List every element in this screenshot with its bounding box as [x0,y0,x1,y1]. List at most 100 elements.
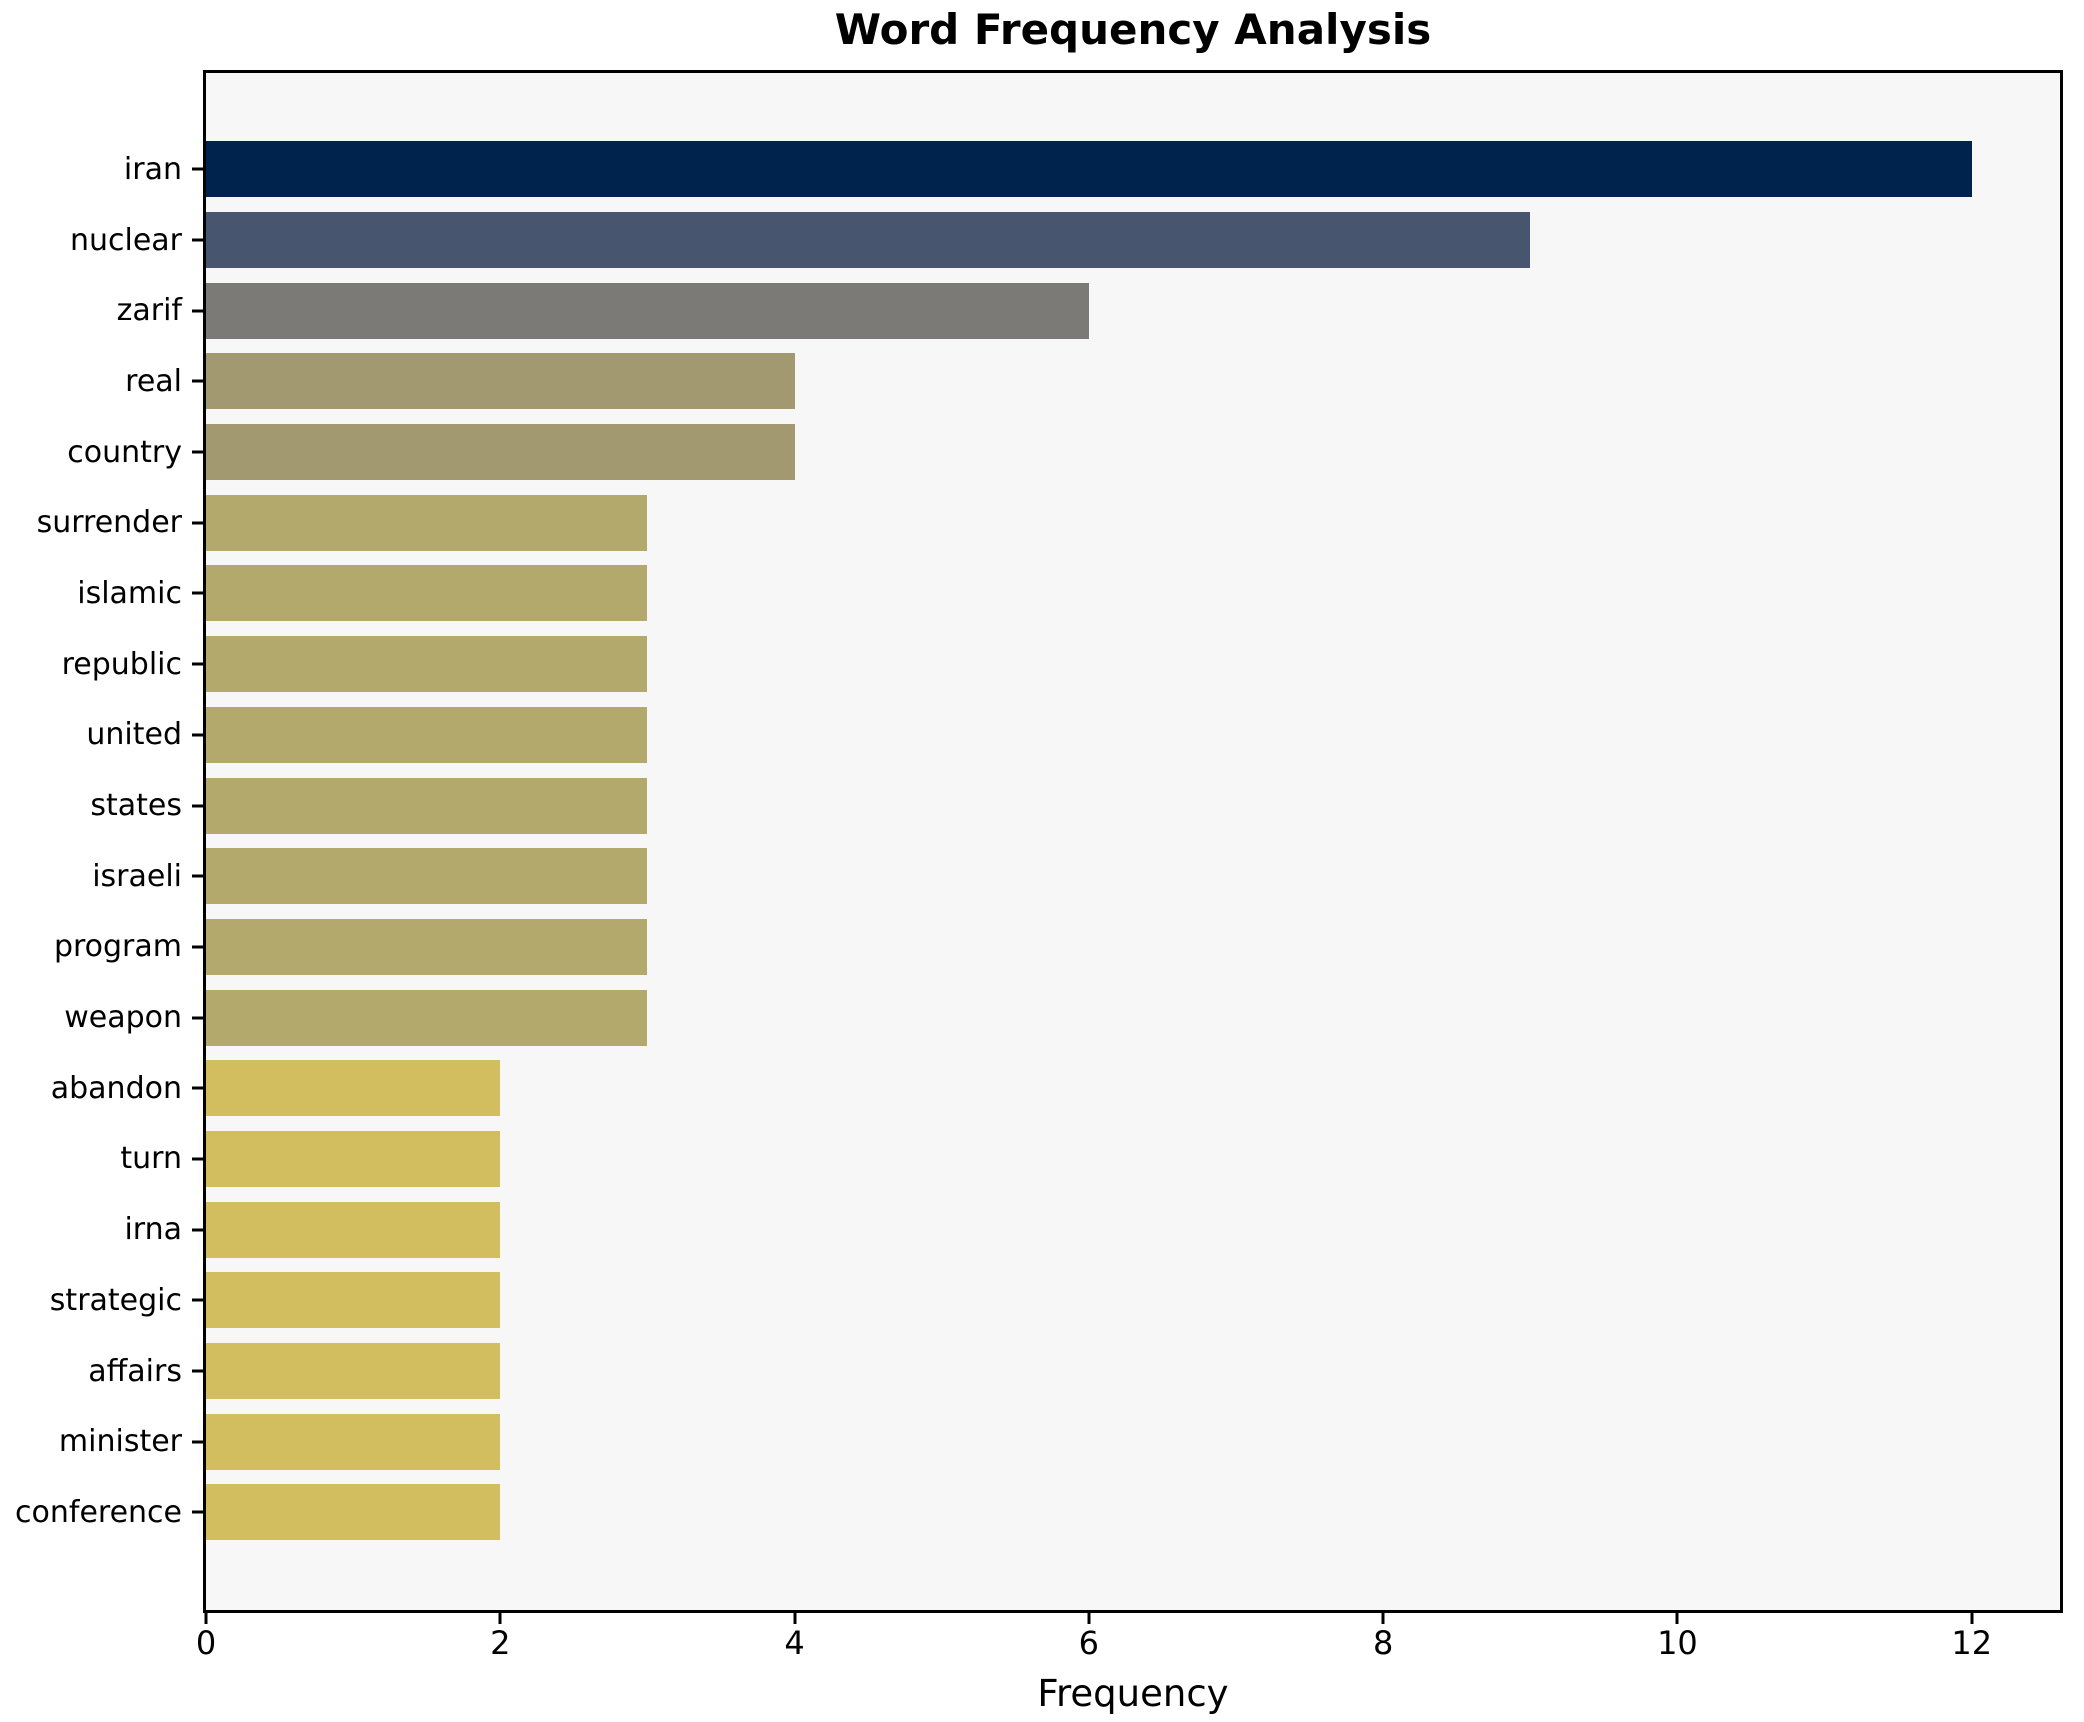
bar-program [206,918,648,975]
x-tick-mark [204,1613,208,1624]
bar-abandon [206,1060,501,1117]
bar-republic [206,636,648,693]
x-tick-label-0: 0 [195,1624,217,1662]
x-tick-label-12: 12 [1951,1624,1993,1662]
y-tick-row: program [0,912,203,983]
bar-row [206,629,2060,700]
bar-row [206,1336,2060,1407]
x-tick-label-4: 4 [784,1624,805,1662]
y-tick-row: abandon [0,1053,203,1124]
bar-row [206,1406,2060,1477]
y-tick-row: iran [0,134,203,205]
y-tick-row: zarif [0,275,203,346]
y-tick-mark [192,1440,203,1444]
bar-strategic [206,1272,501,1329]
y-tick-label-zarif: zarif [116,293,182,329]
bar-islamic [206,565,648,622]
x-tick-label-6: 6 [1078,1624,1100,1662]
y-tick-mark [192,874,203,878]
bar-row [206,982,2060,1053]
y-tick-row: weapon [0,982,203,1053]
y-tick-mark [192,309,203,313]
y-tick-mark [192,1228,203,1232]
y-tick-row: israeli [0,841,203,912]
bar-row [206,700,2060,771]
bar-row [206,1477,2060,1548]
y-tick-label-turn: turn [120,1141,182,1177]
bar-row [206,770,2060,841]
y-tick-label-minister: minister [58,1424,182,1460]
bar-row [206,1194,2060,1265]
y-tick-label-country: country [67,434,182,470]
chart-title: Word Frequency Analysis [834,5,1432,54]
y-tick-label-strategic: strategic [49,1282,182,1318]
x-tick-mark [1087,1613,1091,1624]
x-tick-label-10: 10 [1657,1624,1698,1662]
y-tick-row: minister [0,1406,203,1477]
y-tick-row: real [0,346,203,417]
y-tick-label-republic: republic [61,646,182,682]
y-tick-row: nuclear [0,205,203,276]
y-tick-label-irna: irna [124,1212,182,1248]
bar-real [206,353,795,410]
bar-country [206,424,795,481]
bar-row [206,134,2060,205]
y-tick-row: irna [0,1194,203,1265]
y-tick-mark [192,1369,203,1373]
y-tick-mark [192,238,203,242]
y-tick-mark [192,1086,203,1090]
y-tick-label-states: states [90,788,182,824]
bar-surrender [206,494,648,551]
bar-affairs [206,1343,501,1400]
x-axis-tick-marks [204,1613,2060,1624]
bar-irna [206,1201,501,1258]
bar-row [206,1124,2060,1195]
x-tick-mark [498,1613,502,1624]
y-tick-mark [192,521,203,525]
y-axis-labels: iran nuclear zarif real country surrender isla… [0,70,203,1613]
bar-row [206,1053,2060,1124]
bar-row [206,487,2060,558]
y-tick-label-nuclear: nuclear [69,222,182,258]
bar-united [206,706,648,763]
y-tick-row: strategic [0,1265,203,1336]
x-tick-mark [1381,1613,1385,1624]
bar-zarif [206,282,1089,339]
y-tick-label-surrender: surrender [36,505,182,541]
x-tick-label-2: 2 [490,1624,511,1662]
bar-turn [206,1130,501,1187]
y-tick-mark [192,1298,203,1302]
y-tick-mark [192,1016,203,1020]
y-tick-row: conference [0,1477,203,1548]
bar-nuclear [206,212,1531,269]
y-tick-row: republic [0,629,203,700]
bar-row [206,346,2060,417]
y-tick-row: affairs [0,1336,203,1407]
y-tick-row: turn [0,1124,203,1195]
y-tick-row: states [0,770,203,841]
y-tick-mark [192,167,203,171]
bar-row [206,1265,2060,1336]
y-tick-mark [192,379,203,383]
bar-states [206,777,648,834]
y-tick-mark [192,450,203,454]
y-tick-row: islamic [0,558,203,629]
x-axis-tick-labels: 0 2 4 6 8 10 12 [196,1624,2060,1664]
bar-minister [206,1413,501,1470]
bar-row [206,841,2060,912]
y-tick-mark [192,804,203,808]
bar-row [206,417,2060,488]
bar-rows [206,134,2060,1548]
bar-row [206,912,2060,983]
x-tick-mark [793,1613,797,1624]
bar-row [206,558,2060,629]
y-tick-mark [192,945,203,949]
x-axis-title: Frequency [1037,1672,1229,1715]
plot-area [203,70,2063,1613]
y-tick-mark [192,1510,203,1514]
y-tick-row: united [0,700,203,771]
bar-israeli [206,848,648,905]
y-tick-row: country [0,417,203,488]
bar-iran [206,141,1972,198]
